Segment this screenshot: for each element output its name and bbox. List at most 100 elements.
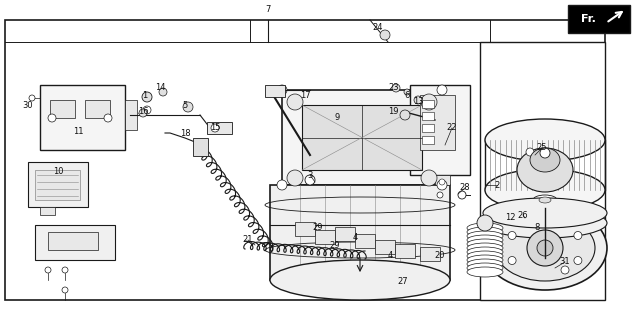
Bar [375,240,395,254]
Circle shape [421,94,437,110]
Circle shape [508,256,516,264]
Text: 24: 24 [372,24,383,33]
Ellipse shape [483,208,607,238]
Text: 18: 18 [180,129,190,138]
Circle shape [404,89,410,95]
Circle shape [183,102,193,112]
Bar [28,162,88,207]
Text: 31: 31 [560,258,570,267]
Ellipse shape [533,195,557,205]
Text: 12: 12 [505,214,515,223]
Text: 10: 10 [52,167,63,176]
Text: 21: 21 [243,236,253,245]
Bar [420,95,455,150]
Ellipse shape [530,148,560,172]
Text: 16: 16 [138,108,148,117]
Circle shape [437,180,447,190]
Circle shape [287,94,303,110]
Ellipse shape [270,260,450,300]
Circle shape [48,114,56,122]
Text: 4: 4 [353,233,358,242]
Bar [435,175,450,185]
Circle shape [526,148,534,156]
Bar [193,138,208,156]
Text: 17: 17 [300,91,310,100]
Bar [422,100,434,108]
Circle shape [437,192,443,198]
Text: 23: 23 [388,83,399,92]
Bar [40,207,55,215]
Ellipse shape [517,148,573,192]
Circle shape [421,170,437,186]
Circle shape [508,232,516,240]
Circle shape [142,92,152,102]
Text: 27: 27 [397,277,408,286]
Circle shape [62,287,68,293]
Text: 26: 26 [518,210,528,219]
Text: 29: 29 [313,224,323,232]
Circle shape [439,179,445,185]
Bar [35,225,115,260]
Bar [50,100,75,118]
Bar [48,232,98,250]
Circle shape [143,106,151,114]
Circle shape [305,175,315,185]
Circle shape [139,109,147,117]
Text: 19: 19 [388,108,398,117]
Circle shape [277,85,287,95]
Circle shape [437,85,447,95]
Ellipse shape [467,267,503,277]
Text: 25: 25 [537,144,547,153]
Bar [422,124,434,132]
Text: 22: 22 [447,123,457,132]
Text: 30: 30 [22,100,33,109]
Ellipse shape [467,247,503,257]
Text: 29: 29 [330,241,340,250]
Bar [422,136,434,144]
Text: 13: 13 [413,98,423,107]
Circle shape [537,240,553,256]
Ellipse shape [467,259,503,269]
Circle shape [574,256,582,264]
Bar [355,234,375,248]
Text: 7: 7 [266,6,271,15]
Text: 28: 28 [460,184,470,193]
Bar [420,247,440,261]
Bar [422,112,434,120]
Bar [395,244,415,258]
Text: 1: 1 [142,91,148,100]
Bar [315,230,335,244]
Text: 9: 9 [334,113,340,122]
Bar [410,85,470,175]
Text: 11: 11 [73,127,83,136]
Text: 8: 8 [534,224,540,232]
Circle shape [561,266,569,274]
Circle shape [380,30,390,40]
Bar [514,213,576,228]
Bar [335,227,355,241]
Bar [302,105,422,170]
Circle shape [45,267,51,273]
Ellipse shape [467,255,503,265]
Circle shape [29,95,35,101]
Bar [282,90,442,185]
Circle shape [458,191,466,199]
Ellipse shape [485,169,605,211]
Text: Fr.: Fr. [580,14,595,24]
Bar [207,122,232,134]
Ellipse shape [485,119,605,161]
Text: 6: 6 [404,91,410,100]
Text: 15: 15 [210,123,220,132]
Ellipse shape [495,215,595,281]
Bar [85,100,110,118]
Circle shape [287,170,303,186]
Bar [265,85,285,97]
Circle shape [392,84,400,92]
Ellipse shape [467,231,503,241]
Bar [40,85,125,150]
Ellipse shape [539,197,551,203]
Bar [125,100,137,130]
Ellipse shape [467,235,503,245]
Text: 4: 4 [387,250,392,259]
Ellipse shape [483,198,607,228]
